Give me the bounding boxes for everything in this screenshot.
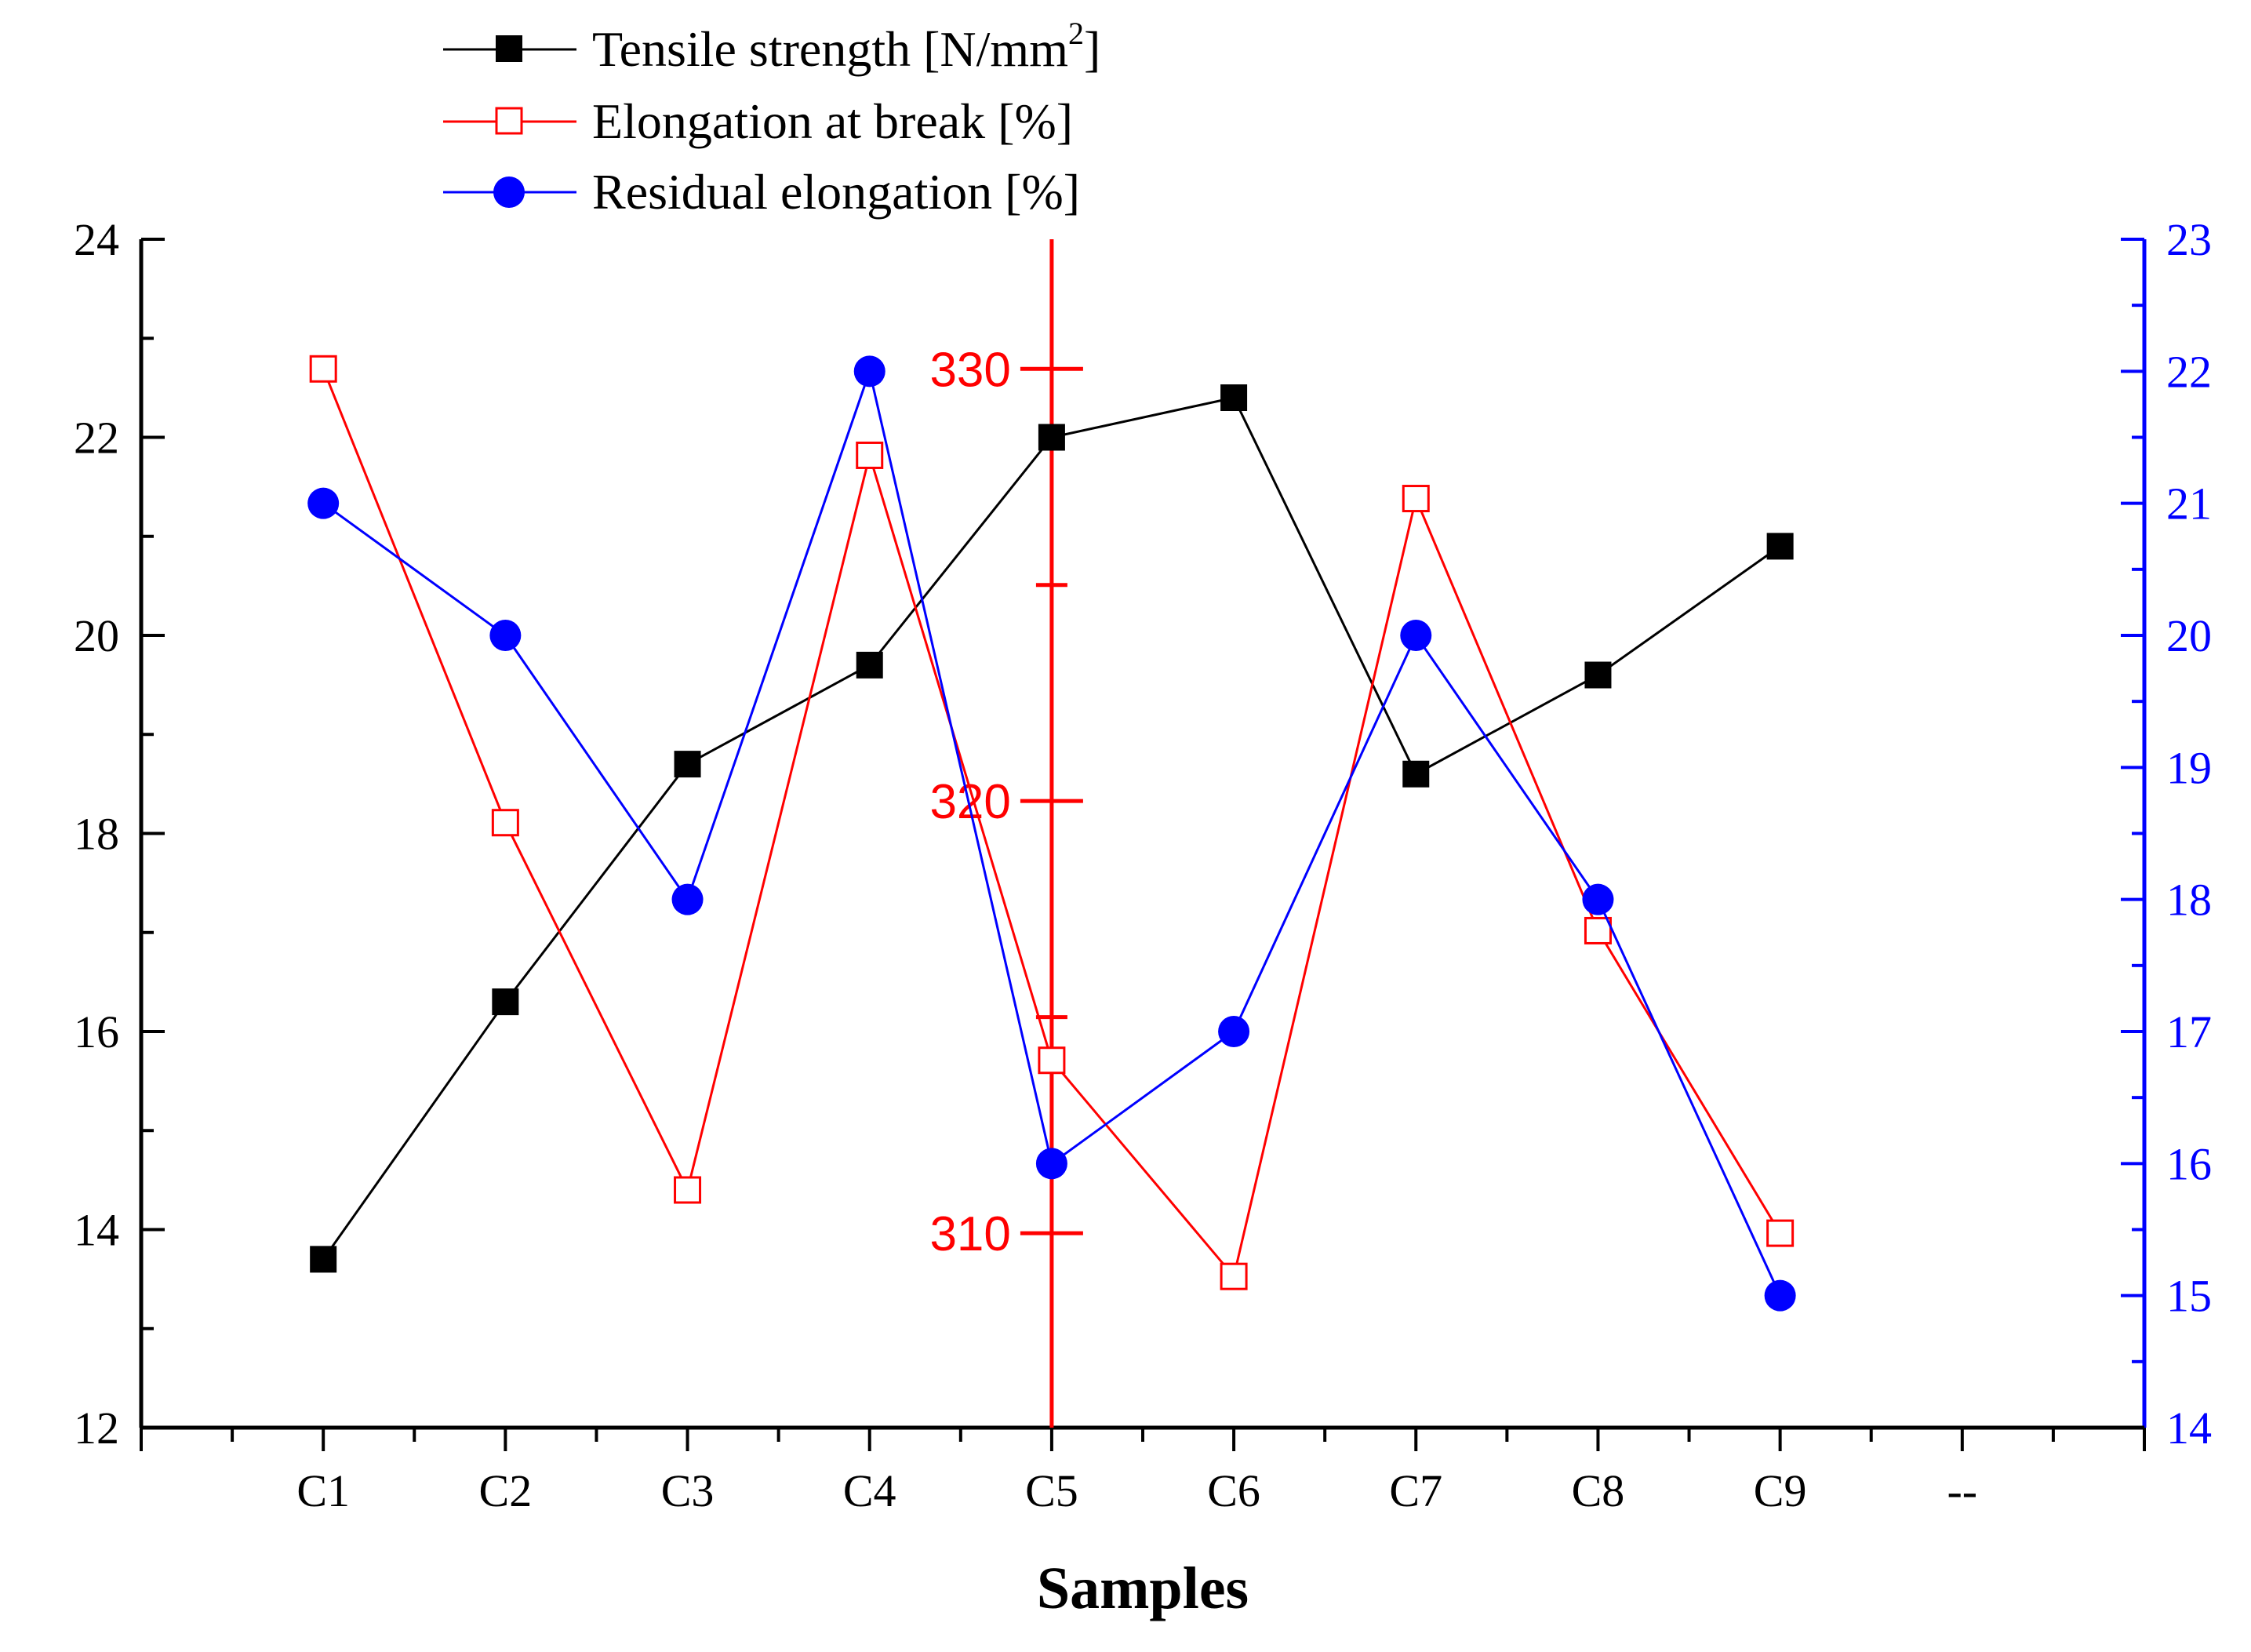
data-point-residual <box>1035 1148 1067 1180</box>
right-axis-tick-label: 14 <box>2166 1403 2212 1454</box>
data-point-tensile <box>492 988 519 1016</box>
data-point-residual <box>1582 883 1614 915</box>
data-point-elongation <box>1402 485 1430 513</box>
data-point-residual <box>1400 620 1432 651</box>
axes: 12 14 16 18 20 22 24 14 15 16 17 18 19 20 21 22 23 C1 C2 C3… <box>74 214 2212 1516</box>
data-point-residual <box>1764 1279 1796 1312</box>
data-point-residual <box>1218 1016 1250 1047</box>
right-axis-tick-label: 16 <box>2166 1138 2212 1189</box>
data-point-residual <box>307 487 340 519</box>
legend-marker-residual <box>493 176 525 208</box>
right-axis-tick-label: 18 <box>2166 875 2212 926</box>
data-point-elongation <box>1766 1219 1795 1247</box>
x-axis-tick-label: C2 <box>479 1465 533 1516</box>
right-axis-tick-label: 15 <box>2166 1271 2212 1322</box>
data-point-elongation <box>674 1176 702 1204</box>
x-axis-tick-label: C4 <box>843 1465 896 1516</box>
data-point-tensile <box>1038 424 1065 451</box>
right-axis-tick-label: 19 <box>2166 742 2212 793</box>
x-axis-tick-label: C7 <box>1389 1465 1442 1516</box>
x-axis-title: Samples <box>1037 1556 1249 1621</box>
red-axis-tick-label: 320 <box>929 775 1010 829</box>
x-axis-tick-label: C1 <box>296 1465 350 1516</box>
right-axis-tick-label: 20 <box>2166 610 2212 661</box>
data-point-tensile <box>1220 384 1248 411</box>
legend: Tensile strength [N/mm2] Elongation at b… <box>443 16 1100 220</box>
right-axis-tick-label: 22 <box>2166 346 2212 397</box>
data-point-elongation <box>1584 916 1612 944</box>
left-axis-tick-label: 14 <box>74 1205 119 1256</box>
data-point-elongation <box>309 355 337 383</box>
x-axis-tick-label: -- <box>1947 1465 1977 1516</box>
legend-marker-tensile <box>496 35 522 62</box>
series-residual <box>307 355 1796 1312</box>
left-axis-tick-label: 18 <box>74 809 119 860</box>
data-point-tensile <box>1766 533 1794 560</box>
legend-label-tensile-sup: 2 <box>1068 16 1084 51</box>
left-axis-tick-label: 22 <box>74 413 119 464</box>
series-tensile <box>310 384 1794 1273</box>
data-point-tensile <box>1402 760 1430 788</box>
legend-marker-elongation <box>495 107 523 135</box>
legend-item-residual: Residual elongation [%] <box>443 164 1080 220</box>
x-axis-tick-label: C6 <box>1207 1465 1260 1516</box>
legend-item-elongation: Elongation at break [%] <box>443 93 1073 149</box>
legend-item-tensile: Tensile strength [N/mm2] <box>443 16 1100 77</box>
series-elongation <box>309 355 1795 1290</box>
data-point-elongation <box>1220 1262 1248 1290</box>
left-axis-tick-label: 12 <box>74 1403 119 1454</box>
legend-label-tensile-suffix: ] <box>1084 21 1100 77</box>
x-axis-tick-label: C9 <box>1754 1465 1807 1516</box>
left-axis-tick-label: 24 <box>74 214 119 265</box>
x-axis-tick-label: C5 <box>1025 1465 1078 1516</box>
data-point-tensile <box>674 751 701 778</box>
series <box>307 355 1796 1312</box>
data-point-residual <box>489 620 522 651</box>
svg-text:Tensile strength [N/mm2]: Tensile strength [N/mm2] <box>592 16 1100 77</box>
right-axis-tick-label: 21 <box>2166 478 2212 529</box>
legend-label-elongation: Elongation at break [%] <box>592 93 1073 149</box>
data-point-residual <box>853 355 885 388</box>
legend-label-residual: Residual elongation [%] <box>592 164 1080 220</box>
data-point-tensile <box>310 1246 337 1273</box>
data-point-tensile <box>856 651 883 679</box>
data-point-residual <box>671 883 704 915</box>
red-axis-tick-label: 330 <box>929 343 1010 397</box>
x-axis-tick-label: C3 <box>661 1465 715 1516</box>
data-point-tensile <box>1584 661 1612 689</box>
legend-label-tensile: Tensile strength [N/mm <box>592 21 1068 77</box>
data-point-elongation <box>1038 1046 1066 1075</box>
left-axis-tick-label: 16 <box>74 1006 119 1057</box>
left-axis-tick-label: 20 <box>74 610 119 661</box>
x-axis-tick-label: C8 <box>1572 1465 1625 1516</box>
data-point-elongation <box>856 441 884 469</box>
red-axis-tick-label: 310 <box>929 1207 1010 1261</box>
right-axis-tick-label: 17 <box>2166 1006 2212 1057</box>
data-point-elongation <box>491 809 519 837</box>
right-axis-tick-label: 23 <box>2166 214 2212 265</box>
